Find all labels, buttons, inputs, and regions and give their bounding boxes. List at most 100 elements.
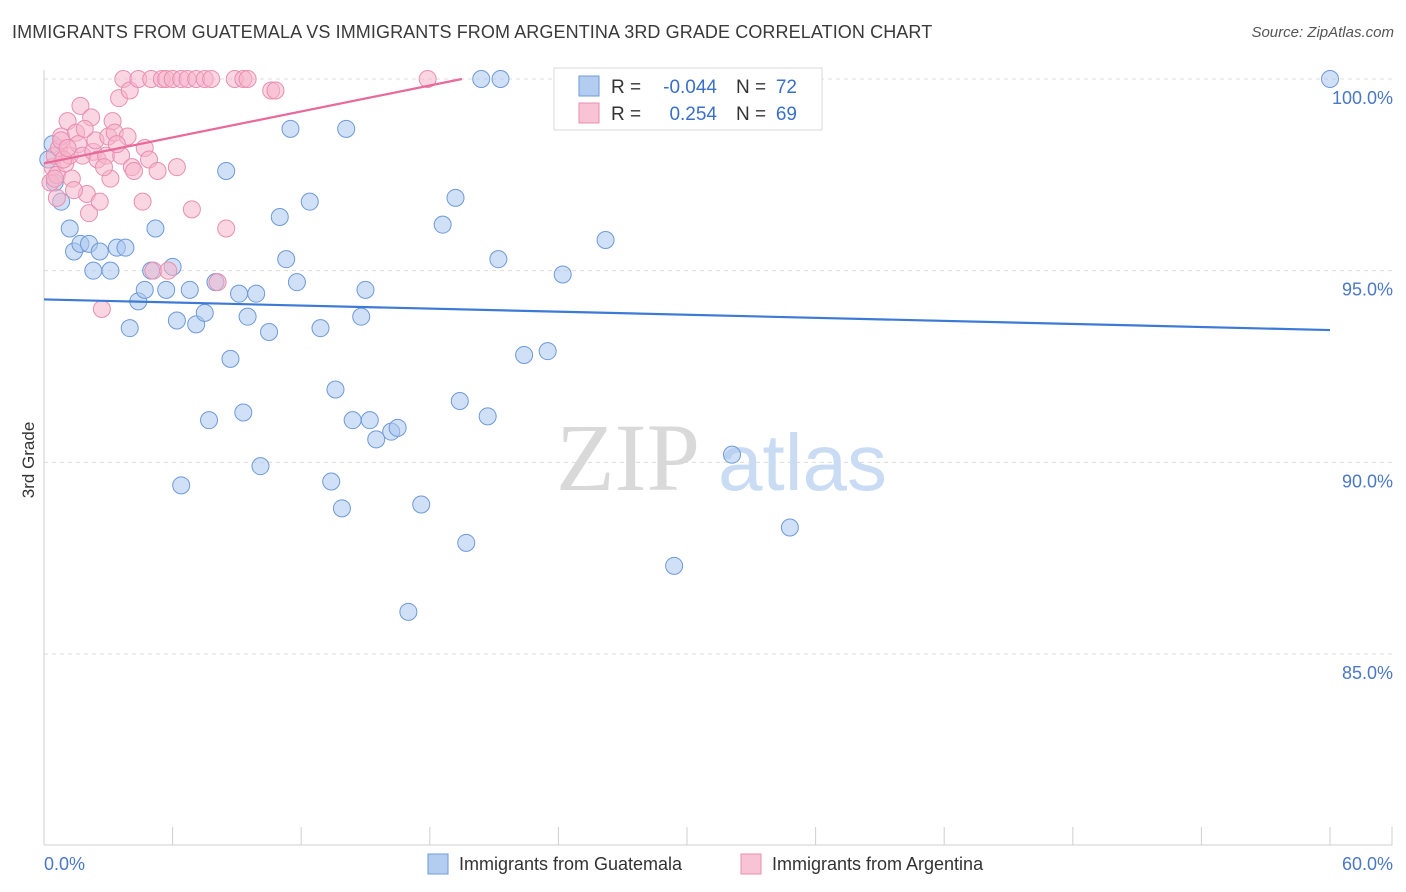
argentina-point bbox=[144, 261, 163, 280]
watermark: ZIP atlas bbox=[556, 404, 887, 511]
argentina-point bbox=[133, 192, 152, 211]
guatemala-point bbox=[157, 280, 176, 299]
argentina-point bbox=[95, 158, 114, 177]
argentina-point bbox=[217, 219, 236, 238]
guatemala-point bbox=[1321, 70, 1339, 88]
argentina-point bbox=[159, 261, 178, 280]
y-tick-label: 100.0% bbox=[1332, 88, 1393, 108]
argentina-point bbox=[167, 158, 186, 177]
guatemala-trend-line bbox=[43, 298, 1331, 332]
axes bbox=[43, 70, 1393, 846]
argentina-point bbox=[58, 139, 77, 157]
guatemala-point bbox=[450, 392, 469, 410]
guatemala-point bbox=[230, 284, 249, 303]
x-tick-max: 60.0% bbox=[1342, 854, 1393, 874]
guatemala-point bbox=[180, 280, 199, 299]
trend-lines bbox=[43, 77, 1331, 332]
guatemala-point bbox=[116, 238, 135, 257]
guatemala-point bbox=[367, 430, 386, 449]
argentina-point bbox=[148, 162, 167, 180]
guatemala-point bbox=[247, 284, 266, 303]
guatemala-point bbox=[457, 533, 476, 552]
y-axis-title: 3rd Grade bbox=[19, 422, 38, 499]
guatemala-point bbox=[332, 499, 351, 518]
y-tick-labels: 100.0% 95.0% 90.0% 85.0% bbox=[1332, 88, 1393, 683]
guatemala-point bbox=[234, 403, 253, 422]
x-tick-min: 0.0% bbox=[44, 854, 85, 874]
argentina-point bbox=[208, 273, 227, 292]
guatemala-point bbox=[260, 323, 279, 341]
guatemala-point bbox=[388, 418, 407, 437]
guatemala-point bbox=[221, 349, 240, 368]
legend-argentina-swatch bbox=[740, 853, 762, 875]
argentina-point bbox=[71, 96, 90, 115]
guatemala-point bbox=[60, 219, 79, 238]
stats-box: R = -0.044 N = 72 R = 0.254 N = 69 bbox=[553, 67, 823, 131]
argentina-point bbox=[47, 188, 66, 207]
guatemala-point bbox=[277, 250, 296, 269]
guatemala-point bbox=[596, 231, 615, 249]
guatemala-point bbox=[200, 411, 219, 430]
argentina-point bbox=[90, 192, 109, 211]
guatemala-point bbox=[300, 192, 319, 211]
grid bbox=[44, 78, 1392, 655]
guatemala-point bbox=[195, 303, 214, 322]
argentina-point bbox=[75, 119, 94, 138]
guatemala-point bbox=[491, 70, 510, 88]
guatemala-point bbox=[489, 250, 508, 269]
argentina-point bbox=[182, 200, 201, 219]
legend-argentina-label: Immigrants from Argentina bbox=[772, 854, 984, 874]
guatemala-point bbox=[311, 319, 330, 338]
y-tick-label: 95.0% bbox=[1342, 280, 1393, 300]
guatemala-point bbox=[472, 70, 491, 88]
argentina-point bbox=[202, 70, 221, 88]
stats-pink-swatch bbox=[578, 102, 600, 124]
guatemala-point bbox=[446, 188, 465, 207]
guatemala-point bbox=[538, 342, 557, 361]
guatemala-point bbox=[281, 119, 300, 138]
guatemala-point bbox=[337, 119, 356, 138]
guatemala-point bbox=[399, 602, 418, 621]
guatemala-point bbox=[352, 307, 371, 326]
stats-blue-swatch bbox=[578, 75, 600, 97]
guatemala-point bbox=[665, 556, 684, 575]
guatemala-point bbox=[84, 261, 103, 280]
guatemala-point bbox=[412, 495, 431, 514]
guatemala-point bbox=[287, 273, 306, 292]
guatemala-point bbox=[478, 407, 497, 426]
guatemala-point bbox=[360, 411, 379, 430]
chart-title: IMMIGRANTS FROM GUATEMALA VS IMMIGRANTS … bbox=[12, 22, 933, 42]
legend-guatemala-label: Immigrants from Guatemala bbox=[459, 854, 683, 874]
guatemala-point bbox=[172, 476, 191, 495]
argentina-point bbox=[65, 181, 84, 200]
argentina-point bbox=[238, 70, 257, 88]
argentina-point bbox=[125, 162, 144, 180]
guatemala-point bbox=[217, 162, 236, 180]
guatemala-point bbox=[433, 215, 452, 234]
guatemala-point bbox=[780, 518, 799, 537]
guatemala-point bbox=[135, 280, 154, 299]
legend: Immigrants from Guatemala Immigrants fro… bbox=[427, 853, 984, 875]
guatemala-point bbox=[356, 280, 375, 299]
argentina-point bbox=[80, 204, 99, 223]
stats-pink-n-label: N = bbox=[736, 104, 766, 125]
argentina-point bbox=[92, 300, 111, 318]
guatemala-point bbox=[90, 242, 109, 261]
guatemala-point bbox=[238, 307, 257, 326]
guatemala-point bbox=[343, 411, 362, 430]
stats-blue-r-value: -0.044 bbox=[663, 77, 717, 98]
guatemala-point bbox=[326, 380, 345, 399]
stats-blue-n-label: N = bbox=[736, 77, 766, 98]
guatemala-point bbox=[251, 457, 270, 476]
guatemala-point bbox=[515, 346, 534, 364]
argentina-point bbox=[45, 169, 64, 188]
stats-blue-r-label: R = bbox=[611, 77, 641, 98]
stats-blue-n-value: 72 bbox=[776, 77, 797, 98]
stats-pink-r-value: 0.254 bbox=[669, 104, 717, 125]
series-guatemala-points bbox=[39, 70, 1339, 621]
y-tick-label: 85.0% bbox=[1342, 663, 1393, 683]
argentina-trend-line bbox=[43, 77, 463, 165]
legend-guatemala-swatch bbox=[427, 853, 449, 875]
guatemala-point bbox=[553, 265, 572, 284]
